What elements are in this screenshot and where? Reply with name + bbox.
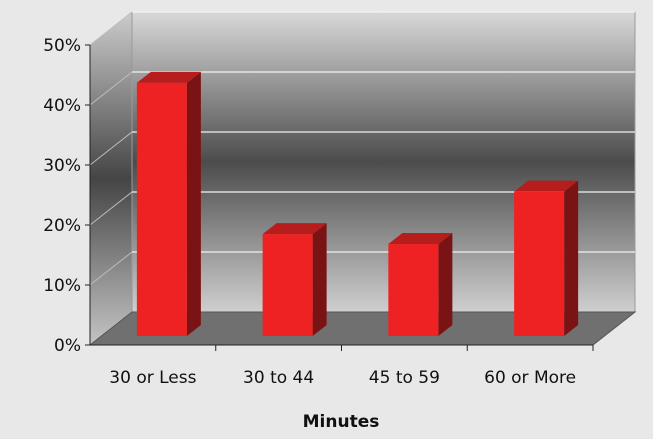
bar [388, 244, 439, 336]
bar-top [388, 233, 453, 245]
gridline-side [89, 71, 133, 106]
x-tick-label: 30 to 44 [243, 368, 314, 388]
bar [136, 82, 187, 336]
y-tick-label: 10% [43, 276, 81, 296]
x-axis-title: Minutes [303, 412, 380, 432]
side-wall [90, 12, 132, 345]
bar-side [312, 223, 327, 336]
y-tick-label: 40% [43, 96, 81, 116]
gridline-side [89, 131, 133, 166]
bar-side [186, 71, 201, 336]
x-tick-labels: 30 or Less 30 to 44 45 to 59 60 or More [109, 368, 576, 388]
bar-top [262, 223, 327, 235]
bar-side [438, 233, 453, 336]
y-tick-label: 20% [43, 216, 81, 236]
y-tick-label: 0% [54, 336, 81, 356]
y-tick-label: 50% [43, 36, 81, 56]
gridline-side [89, 11, 133, 46]
x-tick-label: 45 to 59 [369, 368, 440, 388]
bar-top [514, 180, 579, 192]
gridline-side [89, 191, 133, 226]
bar-side [564, 180, 579, 336]
bar [262, 234, 313, 336]
x-tick-label: 60 or More [484, 368, 576, 388]
gridlines [89, 11, 635, 286]
y-tick-labels: 0% 10% 20% 30% 40% 50% [43, 36, 81, 356]
bar [514, 191, 565, 336]
gridline-side [89, 251, 133, 286]
bars [136, 71, 579, 336]
x-tick-label: 30 or Less [109, 368, 196, 388]
y-tick-label: 30% [43, 156, 81, 176]
axes [85, 44, 594, 351]
bar-top [136, 71, 201, 83]
